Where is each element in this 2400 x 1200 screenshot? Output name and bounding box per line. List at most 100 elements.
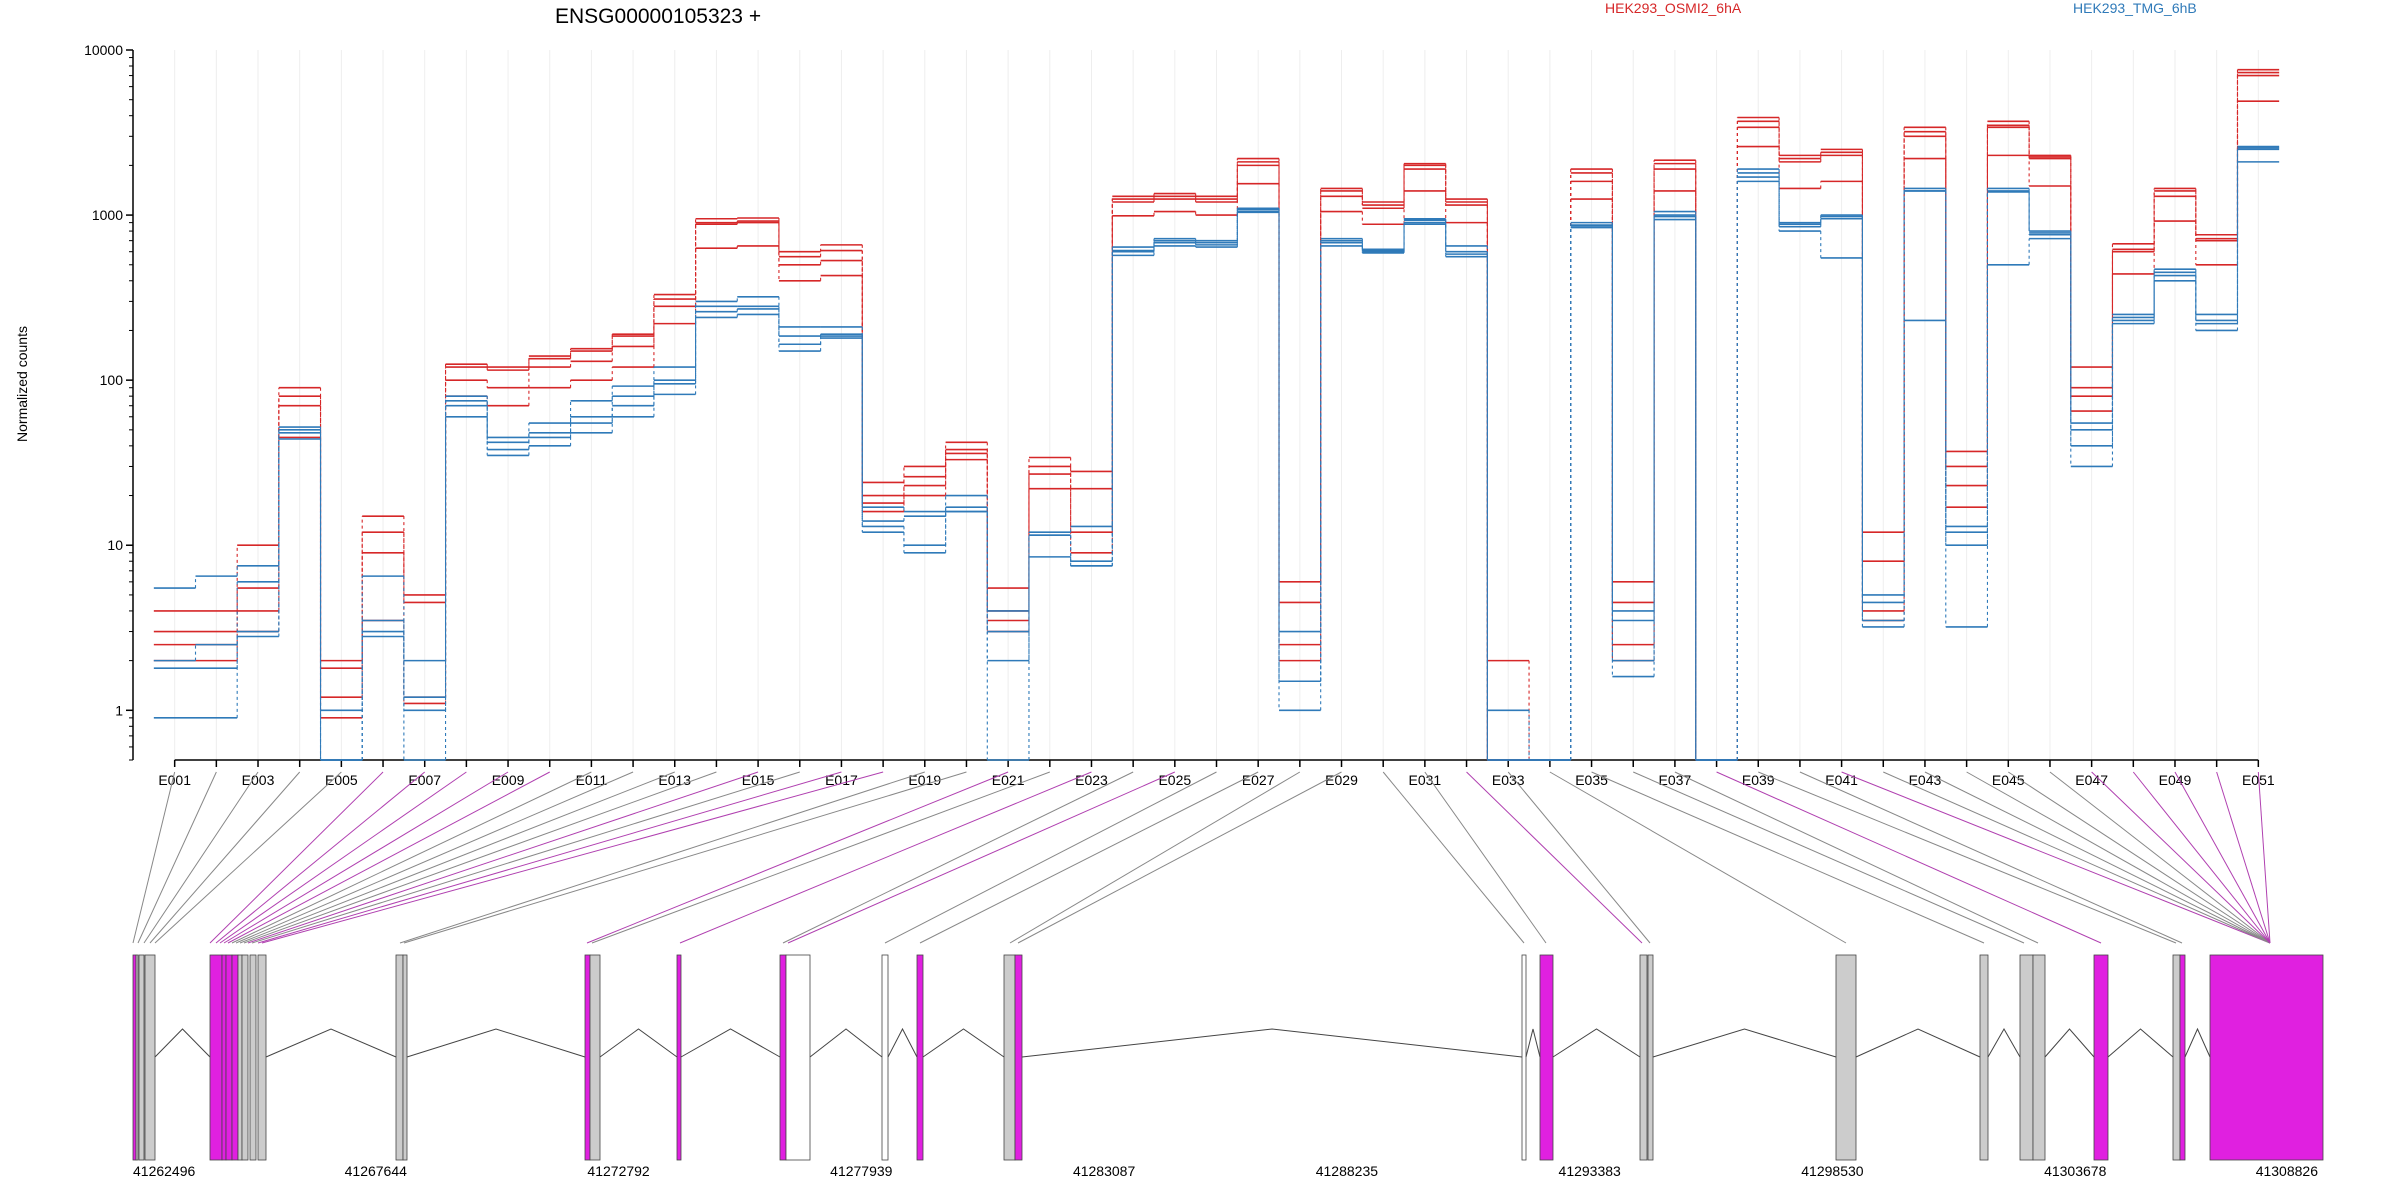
x-tick-label: E027 (1242, 772, 1275, 788)
exon-box (395, 954, 404, 1161)
intron-line (1855, 1028, 1981, 1058)
exon-connector (149, 771, 301, 944)
x-tick-label: E039 (1742, 772, 1775, 788)
exon-box (584, 954, 591, 1161)
x-tick-label: E031 (1409, 772, 1442, 788)
exon-connector (243, 771, 717, 944)
exon-connector (1017, 771, 1342, 944)
exon-connector (1674, 771, 2039, 944)
exon-connector (235, 771, 634, 944)
exon-connector (1591, 771, 1985, 944)
exon-connector (1799, 771, 2183, 944)
x-tick-label: E009 (492, 772, 525, 788)
exon-connector (1009, 771, 1301, 944)
exon-connector (1549, 771, 1847, 944)
x-tick-label: E035 (1575, 772, 1608, 788)
exon-box (231, 954, 239, 1161)
x-tick-label: E021 (992, 772, 1025, 788)
intron-line (887, 1027, 918, 1058)
exon-connector (1924, 771, 2271, 944)
exon-box (1521, 954, 1527, 1161)
exon-connector (1758, 771, 2177, 944)
exon-box (135, 954, 139, 1161)
exon-box (144, 954, 156, 1161)
x-tick-label: E005 (325, 772, 358, 788)
series-lines (153, 68, 2280, 761)
exon-connector (2257, 771, 2271, 944)
exon-box (257, 954, 267, 1161)
exon-connector (1382, 771, 1525, 944)
exon-connector (154, 771, 342, 944)
exon-box (225, 954, 233, 1161)
exon-box (589, 954, 601, 1161)
exon-box (2172, 954, 2181, 1161)
exon-connector (1841, 771, 2271, 944)
intron-line (922, 1028, 1005, 1058)
intron-line (1552, 1028, 1641, 1058)
exon-connector (1966, 771, 2271, 944)
exon-connector (251, 771, 800, 944)
exon-box (2019, 954, 2034, 1161)
exon-box (1979, 954, 1989, 1161)
exon-box (237, 954, 243, 1161)
exon-box (138, 954, 145, 1161)
genomic-tick-label: 41272792 (587, 1163, 650, 1179)
genomic-tick-label: 41267644 (345, 1163, 408, 1179)
x-tick-label: E001 (158, 772, 191, 788)
exon-box (1647, 954, 1654, 1161)
x-tick-label: E003 (242, 772, 275, 788)
exon-connector (137, 771, 217, 944)
y-axis-label: Normalized counts (14, 326, 30, 442)
exon-box (2179, 954, 2186, 1161)
exon-connector (1424, 771, 1547, 944)
intron-line (1525, 1028, 1541, 1058)
exon-box (881, 954, 889, 1161)
exon-connector (2091, 771, 2271, 944)
x-tick-label: E029 (1325, 772, 1358, 788)
exon-connector (231, 771, 592, 944)
intron-line (1652, 1028, 1837, 1058)
exon-connector (239, 771, 675, 944)
exon-box (1835, 954, 1857, 1161)
y-tick-label: 1000 (92, 207, 123, 223)
legend-item-tmg: HEK293_TMG_6hB (2073, 0, 2197, 16)
genomic-tick-label: 41288235 (1316, 1163, 1379, 1179)
x-tick-label: E017 (825, 772, 858, 788)
gene-model (132, 954, 2324, 1161)
x-tick-label: E007 (408, 772, 441, 788)
exon-connector (132, 771, 176, 944)
exon-box (1003, 954, 1016, 1161)
exon-connector (1716, 771, 2102, 944)
exon-connector-lines (132, 771, 2271, 944)
intron-line (265, 1028, 397, 1058)
x-tick-label: E019 (908, 772, 941, 788)
x-tick-label: E045 (1992, 772, 2025, 788)
genomic-tick-label: 41303678 (2044, 1163, 2107, 1179)
intron-line (2107, 1028, 2174, 1058)
exon-box (209, 954, 223, 1161)
chart-title: ENSG00000105323 + (555, 5, 761, 28)
exon-connector (2008, 771, 2271, 944)
exon-connector (679, 771, 1092, 944)
exon-connector (1883, 771, 2271, 944)
exon-connector (919, 771, 1259, 944)
exon-connector (586, 771, 1009, 944)
y-axis: 1 10 100 1000 10000 (84, 42, 134, 761)
genomic-axis: 41262496 41267644 41272792 41277939 41283087… (133, 1163, 2318, 1179)
exon-box (221, 954, 227, 1161)
exon-box (249, 954, 257, 1161)
exon-box (132, 954, 137, 1161)
exon-connector (209, 771, 384, 944)
exon-connector (1507, 771, 1651, 944)
exon-connector (782, 771, 1134, 944)
exon-connector (257, 771, 842, 944)
exon-connector (223, 771, 509, 944)
x-tick-label: E047 (2075, 772, 2108, 788)
exon-box (402, 954, 408, 1161)
y-tick-label: 100 (100, 372, 124, 388)
x-axis: E001 E003 E005 E007 E009 E011 E013 E015 E017 E019… (158, 759, 2275, 788)
exon-connector (215, 771, 426, 944)
intron-line (2044, 1028, 2095, 1058)
exon-connector (261, 771, 884, 944)
exon-connector (2132, 771, 2271, 944)
